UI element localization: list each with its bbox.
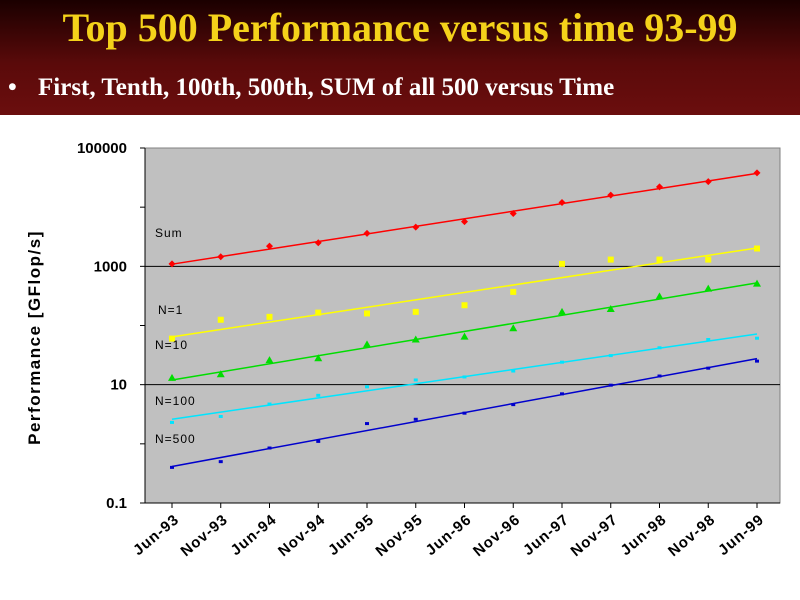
slide-bullet-text: First, Tenth, 100th, 500th, SUM of all 5…: [38, 74, 615, 101]
data-point: [316, 393, 321, 397]
series-label: N=100: [155, 394, 196, 408]
x-tick-label: Jun-99: [715, 511, 768, 559]
data-point: [608, 383, 613, 387]
slide-title: Top 500 Performance versus time 93-99: [62, 5, 738, 50]
data-point: [511, 403, 516, 407]
y-tick-label: 10: [110, 377, 127, 394]
data-point: [168, 260, 176, 268]
data-point: [169, 335, 175, 342]
data-point: [511, 369, 516, 373]
data-point: [363, 229, 371, 237]
data-point: [411, 335, 420, 343]
data-point: [460, 332, 469, 340]
data-point: [413, 378, 418, 382]
data-point: [560, 360, 564, 364]
data-point: [365, 385, 369, 389]
data-point: [606, 305, 615, 313]
data-point: [315, 309, 322, 316]
data-point: [704, 178, 712, 186]
data-point: [559, 260, 565, 267]
data-point: [706, 366, 711, 370]
data-point: [755, 359, 759, 363]
data-point: [705, 256, 712, 263]
data-point: [216, 370, 225, 378]
data-point: [316, 439, 321, 443]
data-point: [558, 198, 566, 206]
data-point: [413, 417, 418, 421]
x-tick-label: Jun-95: [325, 511, 378, 559]
data-point: [365, 422, 369, 426]
data-point: [510, 288, 517, 295]
data-point: [218, 460, 223, 464]
data-point: [608, 354, 613, 358]
data-point: [704, 284, 713, 292]
data-point: [607, 191, 615, 199]
data-point: [462, 411, 467, 415]
data-point: [265, 356, 274, 364]
x-tick-label: Nov-97: [567, 511, 621, 560]
slide-bullet: • First, Tenth, 100th, 500th, SUM of all …: [8, 74, 798, 110]
y-tick-label: 1000: [94, 258, 127, 275]
data-point: [461, 302, 468, 309]
data-point: [753, 169, 761, 177]
data-point: [461, 218, 468, 226]
trend-line-n1: [171, 247, 758, 338]
data-point: [412, 308, 419, 315]
data-point: [170, 465, 174, 469]
x-tick-label: Nov-94: [275, 511, 329, 560]
data-point: [217, 316, 224, 323]
data-point: [267, 402, 272, 406]
data-point: [218, 414, 223, 418]
x-tick-label: Nov-95: [372, 511, 426, 560]
data-point: [509, 324, 518, 332]
data-point: [656, 183, 663, 191]
data-point: [754, 245, 760, 252]
plot-area: [144, 147, 781, 504]
x-tick-label: Jun-98: [618, 511, 671, 559]
data-point: [168, 373, 176, 381]
data-point: [266, 242, 273, 250]
data-point: [314, 239, 322, 247]
x-tick-label: Nov-96: [470, 511, 524, 560]
data-point: [509, 210, 517, 218]
data-point: [706, 337, 711, 341]
data-point: [267, 446, 272, 450]
series-label: N=1: [158, 303, 183, 317]
data-point: [753, 279, 761, 287]
data-point: [363, 340, 371, 348]
data-point: [462, 375, 467, 379]
x-tick-label: Jun-93: [130, 511, 183, 559]
data-point: [412, 223, 420, 231]
series-label: N=500: [155, 432, 196, 446]
data-point: [655, 292, 664, 300]
data-point: [657, 346, 662, 350]
data-point: [560, 392, 564, 396]
data-point: [217, 253, 225, 261]
data-point: [656, 256, 663, 263]
x-tick-label: Jun-94: [228, 511, 281, 559]
slide-header: Top 500 Performance versus time 93-99 • F…: [0, 0, 800, 115]
data-point: [364, 310, 370, 317]
data-point: [170, 420, 174, 424]
x-tick-label: Nov-98: [665, 511, 719, 560]
series-label: N=10: [155, 338, 188, 352]
x-tick-label: Jun-97: [520, 511, 573, 559]
x-tick-label: Jun-96: [423, 511, 476, 559]
data-point: [558, 307, 566, 315]
data-point: [314, 354, 323, 362]
data-point: [657, 374, 662, 378]
data-point: [266, 313, 273, 320]
x-tick-label: Nov-93: [177, 511, 231, 560]
y-axis-label: Performance [GFlop/s]: [25, 230, 44, 445]
series-label: Sum: [155, 226, 183, 240]
y-tick-label: 0.1: [106, 495, 127, 512]
bullet-dot-icon: •: [8, 74, 17, 101]
data-point: [755, 336, 759, 340]
data-point: [607, 256, 614, 263]
y-tick-label: 100000: [77, 140, 127, 157]
